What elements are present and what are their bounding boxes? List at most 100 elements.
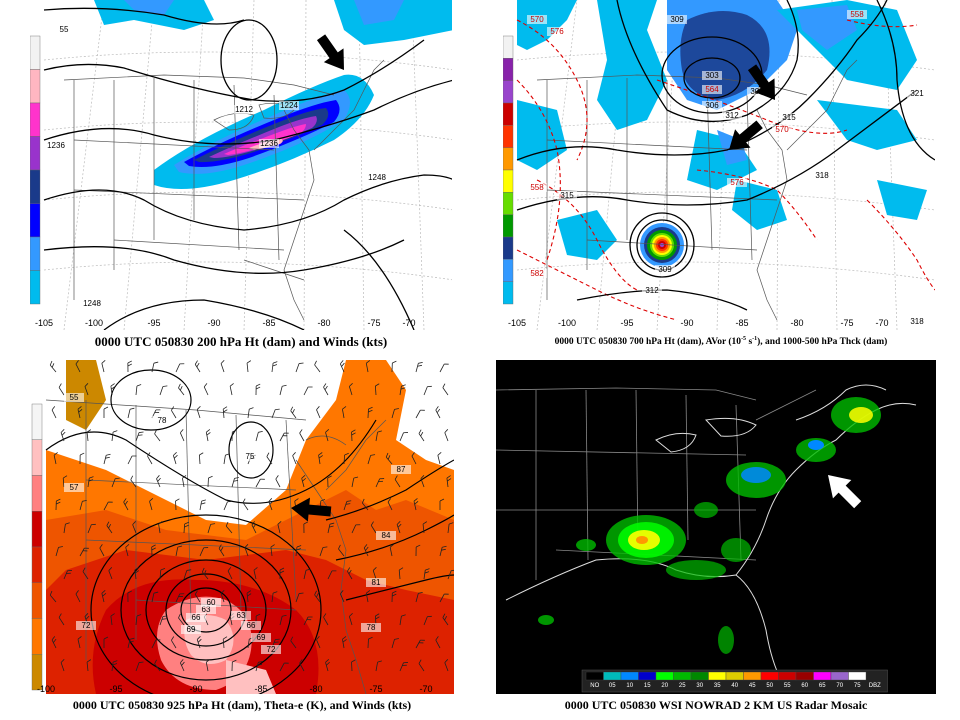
dbz-label: 20 [661,683,668,689]
dbz-label: 05 [609,683,616,689]
contour-label: 318 [815,171,829,180]
colorbar-swatch [503,169,514,193]
arrow-200hpa [316,34,344,70]
colorbar-swatch [30,270,41,305]
contour-label: 69 [187,625,196,634]
dbz-label: 10 [626,683,633,689]
contour-label: 60 [207,598,216,607]
dbz-label: 75 [854,683,861,689]
contour-label: 57 [70,483,79,492]
dbz-label: 35 [714,683,721,689]
longitude-label: -90 [207,318,220,328]
colorbar-swatch [30,236,41,271]
longitude-label: -75 [840,318,853,328]
dbz-label: 65 [819,683,826,689]
longitude-label: -70 [419,684,432,694]
dbz-swatch [830,671,849,681]
colorbar-swatch [503,35,514,59]
colorbar-swatch [503,80,514,104]
contour-label: 582 [530,269,544,278]
contour-label: 306 [705,101,719,110]
colorbar-swatch [31,582,43,619]
longitude-label: -95 [147,318,160,328]
borders [63,59,385,321]
longitude-labels: -105 -100 -95 -90 -85 -80 -75 -70 [35,318,416,328]
height-contours [45,369,454,694]
dbz-label: 70 [836,683,843,689]
colorbar-swatch [503,102,514,126]
dbz-swatch [778,671,797,681]
colorbar-swatch [503,58,514,81]
caption-700hpa: 0000 UTC 050830 700 hPa Ht (dam), AVor (… [554,336,888,348]
contour-label: 63 [237,611,246,620]
panel-radar: NO 05 10 15 20 25 30 35 40 45 50 55 60 65 70 75 DBZ [496,360,936,694]
colorbar-swatch [503,125,514,148]
dbz-swatch [760,671,779,681]
contour-label: 309 [670,15,684,24]
radar-echoes [538,397,881,654]
contour-label: 318 [910,317,924,326]
dbz-swatch [638,671,657,681]
dbz-swatch [585,671,604,681]
dbz-label: 15 [644,683,651,689]
contour-label: 312 [725,111,739,120]
contour-label: 576 [730,178,744,187]
radar-mosaic: NO 05 10 15 20 25 30 35 40 45 50 55 60 65 70 75 DBZ [496,360,936,694]
dbz-label: 45 [749,683,756,689]
longitude-label: -85 [262,318,275,328]
colorbar-swatch [503,259,514,282]
colorbar-700hpa: 5046423834302622181410 [503,35,514,305]
colorbar-swatch [503,147,514,171]
theta-e-shading [46,360,454,694]
arrow-700hpa-ne [747,64,775,100]
longitude-labels: -100 -95 -90 -85 -80 -75 -70 [37,684,433,694]
contour-label: 75 [246,452,255,461]
contour-label: 1224 [280,101,298,110]
longitude-label: -100 [37,684,55,694]
state-borders [496,387,817,580]
contour-label: 1236 [260,139,278,148]
contour-label: 63 [202,605,211,614]
contour-label: 87 [397,465,406,474]
contour-label: 66 [247,621,256,630]
colorbar-swatch [31,654,43,691]
dbz-swatch [848,671,867,681]
longitude-label: -100 [558,318,576,328]
contour-label: 1212 [235,105,253,114]
longitude-label: -70 [402,318,415,328]
contour-label: 570 [775,125,789,134]
longitude-label: -90 [680,318,693,328]
contour-label: 1236 [47,141,65,150]
contour-label: 309 [658,265,672,274]
contour-label: 315 [782,113,796,122]
dbz-label: NO [590,683,599,689]
dbz-swatch [673,671,692,681]
longitude-label: -80 [790,318,803,328]
longitude-label: -75 [369,684,382,694]
map-925hpa: 365360355350345340335330 [30,360,454,694]
colorbar-swatch [503,236,514,260]
contour-label: 303 [705,71,719,80]
colorbar-swatch [31,403,43,440]
longitude-label: -90 [189,684,202,694]
panel-200hpa: 7065605550454035 [30,0,452,330]
contour-labels-200: 55 1236 1212 1224 1236 1248 1248 [46,25,387,308]
arrow-700hpa-sw [729,120,763,150]
colorbar-swatch [503,281,514,305]
colorbar-swatch [30,35,41,70]
panel-925hpa: 365360355350345340335330 [30,360,454,694]
colorbar-swatch [503,192,514,215]
contour-label: 55 [70,393,79,402]
contour-label: 1248 [368,173,386,182]
dbz-label: 30 [696,683,703,689]
contour-label: 1248 [83,299,101,308]
contour-label: 69 [257,633,266,642]
longitude-label: -105 [508,318,526,328]
contour-label: 315 [560,191,574,200]
map-200hpa: 7065605550454035 [30,0,452,330]
contour-label: 72 [82,621,91,630]
colorbar-swatch [30,102,41,137]
contour-label: 312 [645,286,659,295]
dbz-swatch [690,671,709,681]
